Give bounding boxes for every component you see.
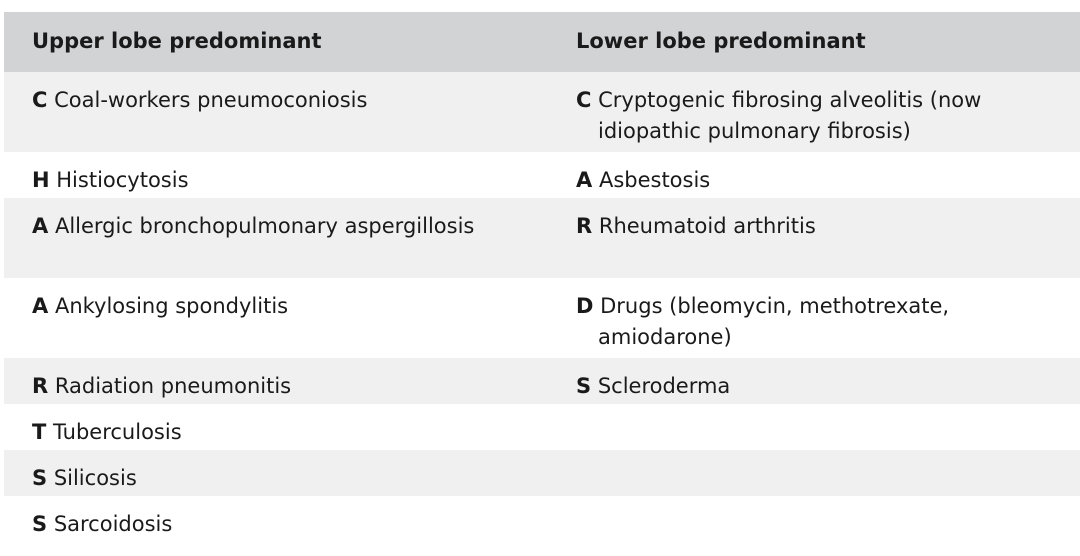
table-row: S Sarcoidosis (4, 496, 1080, 542)
mnemonic-letter: S (32, 466, 48, 490)
upper-entry: A Ankylosing spondylitis (32, 291, 546, 322)
entry-text: Coal-workers pneumoconiosis (54, 88, 368, 112)
mnemonic-letter: R (32, 374, 49, 398)
lower-entry: A Asbestosis (576, 165, 1060, 196)
entry-text: Tuberculosis (53, 420, 182, 444)
entry-text: Asbestosis (598, 168, 711, 192)
entry-text: Allergic bronchopulmonary aspergillosis (54, 214, 475, 238)
mnemonic-letter: H (32, 168, 50, 192)
mnemonic-letter: T (32, 420, 47, 444)
mnemonic-letter: C (32, 88, 48, 112)
mnemonic-letter: C (576, 88, 592, 112)
mnemonic-letter: S (32, 512, 48, 536)
entry-text: Histiocytosis (56, 168, 189, 192)
upper-entry: R Radiation pneumonitis (32, 371, 546, 402)
entry-text: Sarcoidosis (53, 512, 173, 536)
upper-entry: A Allergic bronchopulmonary aspergillosi… (32, 211, 546, 242)
upper-entry: H Histiocytosis (32, 165, 546, 196)
entry-text: Ankylosing spondylitis (54, 294, 289, 318)
table-row: H Histiocytosis A Asbestosis (4, 152, 1080, 198)
table-row: C Coal-workers pneumoconiosis C Cryptoge… (4, 72, 1080, 152)
upper-entry: T Tuberculosis (32, 417, 546, 448)
mnemonic-letter: R (576, 214, 593, 238)
mnemonic-letter: S (576, 374, 592, 398)
entry-text: Rheumatoid arthritis (598, 214, 816, 238)
entry-text: Cryptogenic fibrosing alveolitis (now id… (598, 88, 982, 143)
mnemonic-letter: A (32, 294, 49, 318)
upper-entry: S Sarcoidosis (32, 509, 546, 540)
mnemonic-letter: D (576, 294, 594, 318)
table-row: A Allergic bronchopulmonary aspergillosi… (4, 198, 1080, 278)
lower-entry: C Cryptogenic fibrosing alveolitis (now … (576, 85, 1060, 147)
upper-entry: S Silicosis (32, 463, 546, 494)
header-lower-lobe: Lower lobe predominant (576, 29, 866, 53)
table-row: T Tuberculosis (4, 404, 1080, 450)
entry-text: Radiation pneumonitis (54, 374, 292, 398)
upper-entry: C Coal-workers pneumoconiosis (32, 85, 546, 116)
lower-entry: D Drugs (bleomycin, methotrexate, amioda… (576, 291, 1060, 353)
header-upper-lobe: Upper lobe predominant (32, 29, 322, 53)
lower-entry: S Scleroderma (576, 371, 1060, 402)
table-row: A Ankylosing spondylitis D Drugs (bleomy… (4, 278, 1080, 358)
entry-text: Silicosis (53, 466, 137, 490)
table-row: R Radiation pneumonitis S Scleroderma (4, 358, 1080, 404)
entry-text: Drugs (bleomycin, methotrexate, amiodaro… (598, 294, 950, 349)
entry-text: Scleroderma (597, 374, 731, 398)
lower-entry: R Rheumatoid arthritis (576, 211, 1060, 242)
mnemonic-letter: A (32, 214, 49, 238)
mnemonic-letter: A (576, 168, 593, 192)
lobe-distribution-table: Upper lobe predominant Lower lobe predom… (4, 12, 1080, 542)
table-header-row: Upper lobe predominant Lower lobe predom… (4, 12, 1080, 72)
table-row: S Silicosis (4, 450, 1080, 496)
